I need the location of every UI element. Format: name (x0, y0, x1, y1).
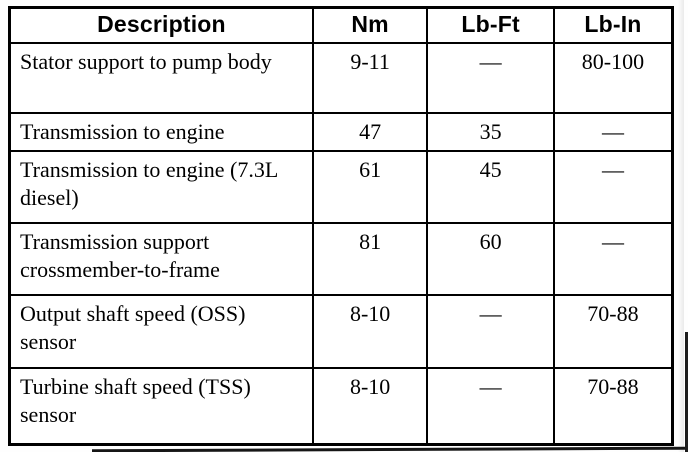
lbin-cell: 80-100 (552, 42, 674, 114)
nm-cell: 8-10 (311, 294, 429, 369)
description-cell: Transmission support crossmember-to-fram… (8, 222, 314, 296)
description-cell: Stator support to pump body (8, 42, 314, 114)
table-header-row: Description Nm Lb-Ft Lb-In (8, 6, 674, 44)
scan-artifact-bottom-line (91, 446, 688, 452)
column-header-lbin: Lb-In (552, 6, 674, 44)
lbin-cell: 70-88 (552, 367, 674, 445)
table-row: Transmission to engine 47 35 — (8, 112, 674, 152)
lbft-cell: — (426, 294, 555, 369)
description-cell: Transmission to engine (8, 112, 314, 152)
lbin-cell: 70-88 (552, 294, 674, 369)
description-cell: Transmission to engine (7.3L diesel) (8, 150, 314, 224)
lbft-cell: — (426, 367, 555, 445)
column-header-description: Description (8, 6, 314, 44)
nm-cell: 81 (311, 222, 429, 296)
table-row: Turbine shaft speed (TSS) sensor 8-10 — … (8, 367, 674, 445)
lbft-cell: 60 (426, 222, 555, 296)
nm-cell: 9-11 (311, 42, 429, 114)
torque-spec-table: Description Nm Lb-Ft Lb-In Stator suppor… (8, 6, 674, 446)
description-cell: Output shaft speed (OSS) sensor (8, 294, 314, 369)
table-row: Stator support to pump body 9-11 — 80-10… (8, 42, 674, 114)
description-cell: Turbine shaft speed (TSS) sensor (8, 367, 314, 445)
lbin-cell: — (552, 222, 674, 296)
lbft-cell: 35 (426, 112, 555, 152)
nm-cell: 47 (311, 112, 429, 152)
lbin-cell: — (552, 112, 674, 152)
column-header-lbft: Lb-Ft (426, 6, 555, 44)
scan-artifact-right-line (685, 332, 688, 452)
table-row: Transmission to engine (7.3L diesel) 61 … (8, 150, 674, 224)
nm-cell: 8-10 (311, 367, 429, 445)
lbft-cell: — (426, 42, 555, 114)
lbin-cell: — (552, 150, 674, 224)
scan-artifact-right-shadow (678, 0, 684, 452)
table-row: Output shaft speed (OSS) sensor 8-10 — 7… (8, 294, 674, 369)
lbft-cell: 45 (426, 150, 555, 224)
column-header-nm: Nm (311, 6, 429, 44)
nm-cell: 61 (311, 150, 429, 224)
table-row: Transmission support crossmember-to-fram… (8, 222, 674, 296)
